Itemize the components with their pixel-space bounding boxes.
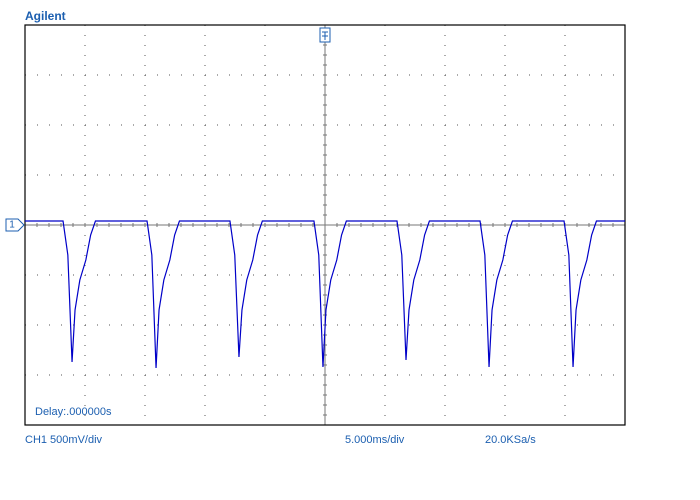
trigger-marker	[319, 27, 331, 43]
timebase: 5.000ms/div	[345, 434, 405, 446]
channel-marker: 1	[5, 218, 25, 232]
delay-label: Delay:.000000s	[35, 406, 112, 418]
channel-arrow	[5, 218, 25, 232]
trigger-icon	[322, 31, 328, 40]
trace-layer	[25, 220, 625, 369]
sample-rate: 20.0KSa/s	[485, 434, 536, 446]
waveform	[25, 220, 625, 369]
brand: Agilent	[25, 9, 66, 23]
channel-number: 1	[9, 220, 15, 231]
plot-border	[24, 24, 626, 426]
channel-scale: CH1 500mV/div	[25, 434, 103, 446]
